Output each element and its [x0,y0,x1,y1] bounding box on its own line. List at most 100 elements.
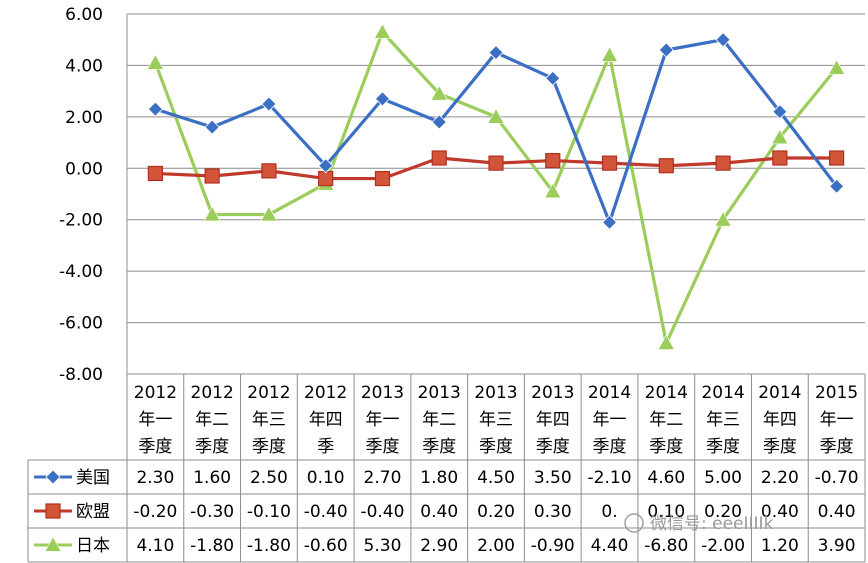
x-tick-label: 季 [317,437,334,457]
table-cell: -0.60 [304,536,348,556]
x-tick-label: 2012 [247,383,290,403]
x-tick-label: 2015 [815,383,858,403]
legend-label: 欧盟 [76,502,110,522]
data-point [715,32,731,48]
data-point [829,178,845,194]
x-tick-label: 年一 [365,410,399,430]
series [147,150,845,187]
table-cell: -1.80 [190,536,234,556]
table-cell: 0.10 [307,468,345,488]
data-point [601,46,619,62]
x-tick-label: 2013 [531,383,574,403]
legend-marker [44,536,62,552]
series [146,23,846,350]
table-row: 日本 4.10 -1.80 -1.80 -0.60 5.30 2.90 2.00 -0.90 4.… [34,536,856,556]
series [147,32,845,230]
series-line [154,38,838,224]
x-tick-label: 季度 [593,437,627,457]
legend-marker [45,503,61,519]
table-cell: 5.00 [704,468,742,488]
x-tick-label: 季度 [138,437,172,457]
y-tick-label: -8.00 [59,365,103,385]
y-tick-label: -2.00 [59,211,103,231]
data-point [601,214,618,230]
x-tick-label: 2013 [361,383,404,403]
table-cell: 1.20 [761,536,799,556]
x-tick-label: 年二 [422,410,456,430]
data-point [828,59,846,75]
table-cell: 0.40 [420,502,458,522]
table-cell: 0.20 [477,502,515,522]
watermark: 微信号: eeeIIIIk [624,513,774,534]
y-tick-label: 0.00 [65,159,103,179]
data-point [658,158,674,174]
data-point [318,158,334,174]
table-row: 美国 2.30 1.60 2.50 0.10 2.70 1.80 4.50 3.50 -2.10 4… [34,468,859,488]
data-point [147,165,163,182]
data-point [545,70,561,86]
table-cell: 0. [601,502,617,522]
data-point [261,96,277,112]
x-tick-label: 年三 [706,410,740,430]
x-tick-label: 年一 [593,410,627,430]
y-tick-label: -6.00 [59,314,103,334]
table-cell: 2.50 [250,468,288,488]
table-cell: 4.10 [136,536,174,556]
table-cell: 2.30 [136,468,174,488]
table-cell: 5.30 [364,536,402,556]
table-cell: 2.20 [761,468,799,488]
data-point [487,108,505,124]
x-tick-label: 年一 [138,410,172,430]
x-tick-label: 季度 [422,437,456,457]
table-cell: 0.20 [704,502,742,522]
table-cell: -0.30 [190,502,234,522]
data-point [373,23,391,39]
data-point [260,205,278,222]
y-tick-label: 2.00 [65,108,103,128]
x-tick-label: 季度 [706,437,740,457]
data-point [431,114,447,130]
legend-marker [45,469,61,485]
data-point [771,128,789,145]
data-point [261,163,277,179]
table-cell: -0.90 [531,536,575,556]
data-point [657,334,675,350]
x-tick-label: 年四 [309,410,343,430]
table-cell: -0.40 [360,502,404,522]
x-tick-label: 2014 [701,383,744,403]
x-tick-label: 季度 [252,437,286,457]
data-point [772,104,788,120]
data-point [488,155,504,171]
table-cell: 2.90 [420,536,458,556]
table-row: 欧盟 -0.20 -0.30 -0.10 -0.40 -0.40 0.40 0.20 0.30 0… [34,502,856,522]
table-cell: 0.40 [818,502,856,522]
data-point [203,205,221,222]
table-cell: 3.90 [818,536,856,556]
data-point [204,119,220,135]
x-tick-label: 季度 [536,437,570,457]
x-tick-label: 2012 [191,383,234,403]
y-tick-label: 6.00 [65,5,103,25]
data-point [544,182,562,199]
x-tick-label: 季度 [479,437,513,457]
data-point [772,150,788,166]
x-tick-label: 2014 [645,383,688,403]
x-tick-label: 季度 [763,437,797,457]
x-tick-label: 2013 [474,383,517,403]
data-point [430,85,448,101]
legend-label: 日本 [76,536,110,556]
data-point [374,170,391,187]
x-tick-label: 季度 [820,437,854,457]
data-point [545,152,561,169]
wechat-icon [624,513,644,533]
data-point [374,91,391,107]
table-cell: -6.80 [644,536,688,556]
table-cell: 4.60 [647,468,685,488]
x-tick-label: 年四 [536,410,570,430]
x-tick-label: 季度 [649,437,683,457]
table-cell: 1.80 [420,468,458,488]
table-cell: -0.70 [815,468,859,488]
y-tick-label: -4.00 [59,262,103,282]
